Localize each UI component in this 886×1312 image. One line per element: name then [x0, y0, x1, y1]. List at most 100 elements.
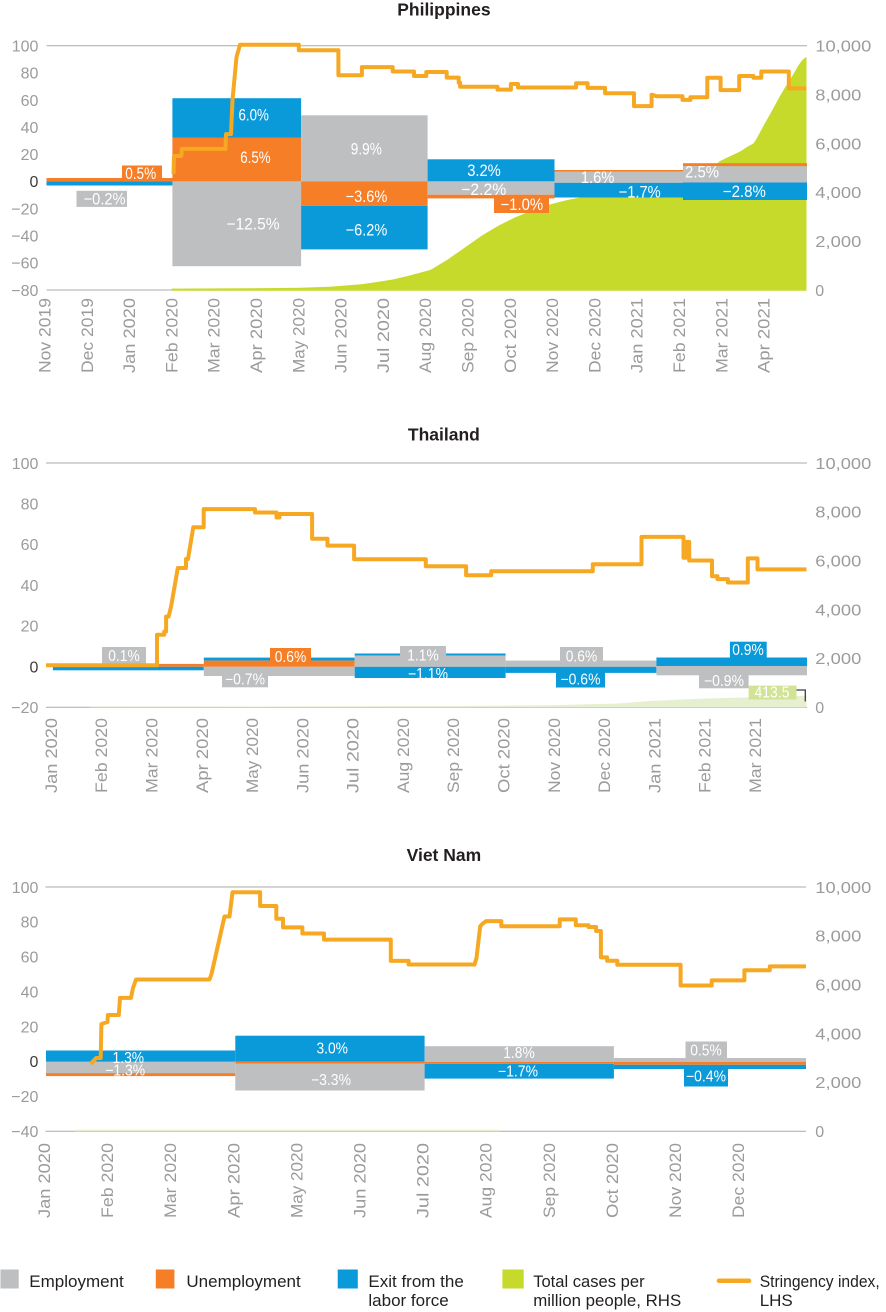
- svg-text:40: 40: [21, 120, 39, 137]
- svg-text:Mar 2020: Mar 2020: [143, 718, 162, 793]
- svg-text:million people, RHS: million people, RHS: [533, 1291, 681, 1310]
- svg-text:0: 0: [815, 283, 824, 300]
- svg-text:Philippines: Philippines: [397, 0, 491, 19]
- svg-text:6.5%: 6.5%: [240, 149, 271, 167]
- svg-text:0: 0: [29, 659, 38, 676]
- svg-text:Dec 2019: Dec 2019: [78, 298, 97, 373]
- svg-text:Sep 2020: Sep 2020: [444, 718, 463, 793]
- svg-text:1.1%: 1.1%: [407, 647, 439, 664]
- svg-text:100: 100: [12, 39, 39, 56]
- svg-text:0: 0: [815, 700, 824, 717]
- svg-text:Dec 2020: Dec 2020: [585, 298, 604, 373]
- svg-text:6,000: 6,000: [815, 978, 861, 995]
- svg-text:8,000: 8,000: [815, 87, 861, 104]
- svg-text:Jul 2020: Jul 2020: [374, 298, 393, 373]
- svg-text:Nov 2020: Nov 2020: [545, 718, 564, 793]
- svg-text:6,000: 6,000: [815, 554, 861, 571]
- svg-text:100: 100: [12, 456, 39, 473]
- svg-text:20: 20: [21, 147, 39, 164]
- svg-text:Jan 2020: Jan 2020: [120, 298, 139, 373]
- svg-text:Mar 2020: Mar 2020: [161, 1143, 180, 1218]
- svg-text:413.5: 413.5: [755, 685, 790, 702]
- svg-text:8,000: 8,000: [815, 505, 861, 522]
- svg-text:10,000: 10,000: [815, 456, 871, 473]
- svg-text:Jan 2020: Jan 2020: [35, 1143, 54, 1218]
- svg-text:0: 0: [29, 1054, 38, 1071]
- svg-text:Sep 2020: Sep 2020: [540, 1143, 559, 1218]
- svg-text:0.9%: 0.9%: [732, 642, 764, 659]
- svg-text:Apr 2020: Apr 2020: [224, 1143, 243, 1218]
- svg-text:Apr 2020: Apr 2020: [193, 718, 212, 793]
- svg-text:0.5%: 0.5%: [690, 1043, 722, 1060]
- svg-text:0: 0: [29, 174, 38, 191]
- svg-text:−3.6%: −3.6%: [346, 188, 388, 206]
- svg-text:3.2%: 3.2%: [467, 162, 501, 180]
- svg-text:−80: −80: [11, 283, 38, 300]
- svg-text:2,000: 2,000: [815, 234, 861, 251]
- svg-text:20: 20: [21, 619, 39, 636]
- svg-text:Unemployment: Unemployment: [186, 1272, 301, 1291]
- svg-text:2.5%: 2.5%: [685, 164, 719, 182]
- svg-text:Jan 2021: Jan 2021: [628, 298, 647, 373]
- svg-text:4,000: 4,000: [815, 1026, 861, 1043]
- svg-text:Mar 2021: Mar 2021: [746, 718, 765, 793]
- svg-text:Sep 2020: Sep 2020: [459, 298, 478, 373]
- svg-text:Stringency index,: Stringency index,: [760, 1272, 880, 1291]
- svg-text:−20: −20: [11, 201, 38, 218]
- svg-text:1.3%: 1.3%: [113, 1050, 145, 1067]
- svg-text:Jul 2020: Jul 2020: [344, 718, 363, 793]
- svg-text:−0.4%: −0.4%: [686, 1069, 726, 1086]
- svg-text:0.5%: 0.5%: [125, 165, 156, 183]
- svg-text:Nov 2019: Nov 2019: [36, 298, 55, 373]
- svg-text:Feb 2021: Feb 2021: [696, 718, 715, 793]
- svg-text:Dec 2020: Dec 2020: [729, 1143, 748, 1218]
- svg-text:4,000: 4,000: [815, 185, 861, 202]
- svg-text:4,000: 4,000: [815, 602, 861, 619]
- svg-text:10,000: 10,000: [815, 39, 871, 56]
- svg-text:Jun 2020: Jun 2020: [293, 718, 312, 793]
- svg-text:LHS: LHS: [760, 1291, 793, 1310]
- svg-text:40: 40: [21, 578, 39, 595]
- svg-text:6,000: 6,000: [815, 136, 861, 153]
- svg-text:0.6%: 0.6%: [275, 649, 307, 666]
- svg-text:Aug 2020: Aug 2020: [416, 298, 435, 373]
- svg-text:Mar 2020: Mar 2020: [205, 298, 224, 373]
- svg-text:Dec 2020: Dec 2020: [595, 718, 614, 793]
- svg-text:9.9%: 9.9%: [351, 140, 382, 158]
- svg-text:80: 80: [21, 66, 39, 83]
- svg-text:Jun 2020: Jun 2020: [351, 1143, 370, 1218]
- svg-text:Aug 2020: Aug 2020: [477, 1143, 496, 1218]
- svg-text:−1.3%: −1.3%: [105, 1063, 145, 1080]
- svg-text:0.6%: 0.6%: [566, 648, 598, 665]
- svg-text:Thailand: Thailand: [408, 424, 480, 444]
- svg-text:10,000: 10,000: [815, 880, 871, 897]
- svg-text:80: 80: [21, 497, 39, 514]
- svg-text:Feb 2021: Feb 2021: [670, 298, 689, 373]
- svg-text:−2.2%: −2.2%: [461, 181, 506, 199]
- svg-text:Mar 2021: Mar 2021: [712, 298, 731, 373]
- svg-text:8,000: 8,000: [815, 929, 861, 946]
- svg-text:100: 100: [12, 880, 39, 897]
- svg-text:−0.9%: −0.9%: [704, 673, 744, 690]
- svg-text:6.0%: 6.0%: [239, 107, 270, 125]
- svg-text:Apr 2020: Apr 2020: [247, 298, 266, 373]
- svg-text:−6.2%: −6.2%: [346, 221, 388, 239]
- svg-text:3.0%: 3.0%: [316, 1041, 348, 1058]
- svg-text:60: 60: [21, 950, 39, 967]
- svg-text:−12.5%: −12.5%: [226, 215, 280, 233]
- svg-text:2,000: 2,000: [815, 651, 861, 668]
- svg-text:labor force: labor force: [368, 1291, 448, 1310]
- svg-text:−0.6%: −0.6%: [561, 671, 601, 688]
- svg-text:Apr 2021: Apr 2021: [755, 298, 774, 373]
- svg-text:Aug 2020: Aug 2020: [394, 718, 413, 793]
- svg-text:1.8%: 1.8%: [503, 1045, 535, 1062]
- svg-text:Oct 2020: Oct 2020: [501, 298, 520, 373]
- svg-text:−1.7%: −1.7%: [498, 1064, 538, 1081]
- svg-text:−40: −40: [11, 229, 38, 246]
- svg-text:Nov 2020: Nov 2020: [543, 298, 562, 373]
- svg-text:May 2020: May 2020: [243, 718, 262, 793]
- svg-text:Jan 2021: Jan 2021: [645, 718, 664, 793]
- svg-text:Feb 2020: Feb 2020: [98, 1143, 117, 1218]
- svg-text:−40: −40: [11, 1124, 38, 1141]
- svg-text:Jan 2020: Jan 2020: [42, 718, 61, 793]
